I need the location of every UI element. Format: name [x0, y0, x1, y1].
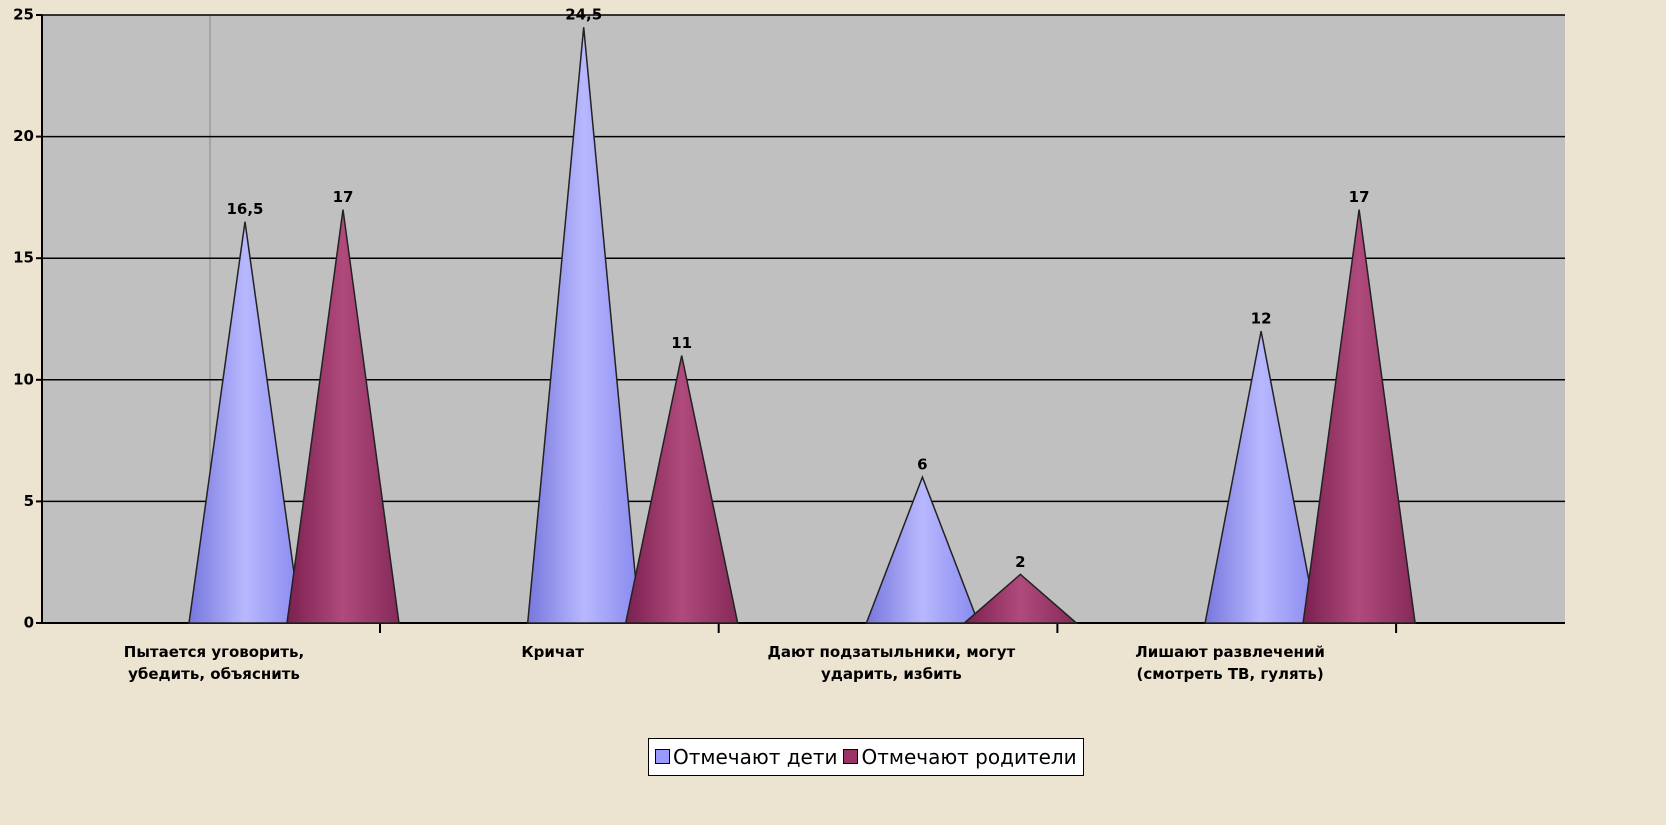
x-tick-label: Лишают развлечений (смотреть ТВ, гулять)	[1135, 643, 1325, 683]
data-label: 24,5	[565, 6, 602, 24]
legend-item: Отмечают дети	[655, 745, 837, 769]
cone	[624, 355, 739, 624]
cone	[188, 221, 302, 624]
cone	[526, 27, 641, 624]
legend-swatch	[655, 749, 670, 764]
y-tick-label: 25	[13, 6, 34, 24]
cone	[1204, 331, 1319, 624]
y-tick-label: 10	[13, 370, 34, 388]
legend-item: Отмечают родители	[843, 745, 1077, 769]
data-label: 12	[1251, 310, 1272, 328]
legend-swatch	[843, 749, 859, 764]
cone	[962, 573, 1079, 624]
y-tick-label: 5	[24, 492, 34, 510]
y-tick-label: 15	[13, 249, 34, 267]
data-label: 2	[1015, 553, 1025, 571]
x-tick-label: Кричат	[521, 643, 584, 661]
cone	[1302, 209, 1416, 624]
data-label: 17	[333, 188, 354, 206]
x-tick-label: Дают подзатыльники, могут ударить, избит…	[767, 643, 1016, 683]
legend-label: Отмечают родители	[861, 745, 1077, 769]
cone	[865, 474, 980, 624]
y-tick-label: 20	[13, 127, 34, 145]
plot-area	[42, 15, 1565, 623]
data-label: 17	[1349, 188, 1370, 206]
data-label: 6	[917, 456, 927, 474]
x-tick-label: Пытается уговорить, убедить, объяснить	[123, 643, 305, 683]
cone	[286, 209, 400, 624]
legend: Отмечают дети Отмечают родители	[648, 738, 1084, 776]
legend-label: Отмечают дети	[673, 745, 838, 769]
data-label: 16,5	[226, 200, 263, 218]
y-tick-label: 0	[24, 614, 34, 632]
data-label: 11	[671, 334, 692, 352]
